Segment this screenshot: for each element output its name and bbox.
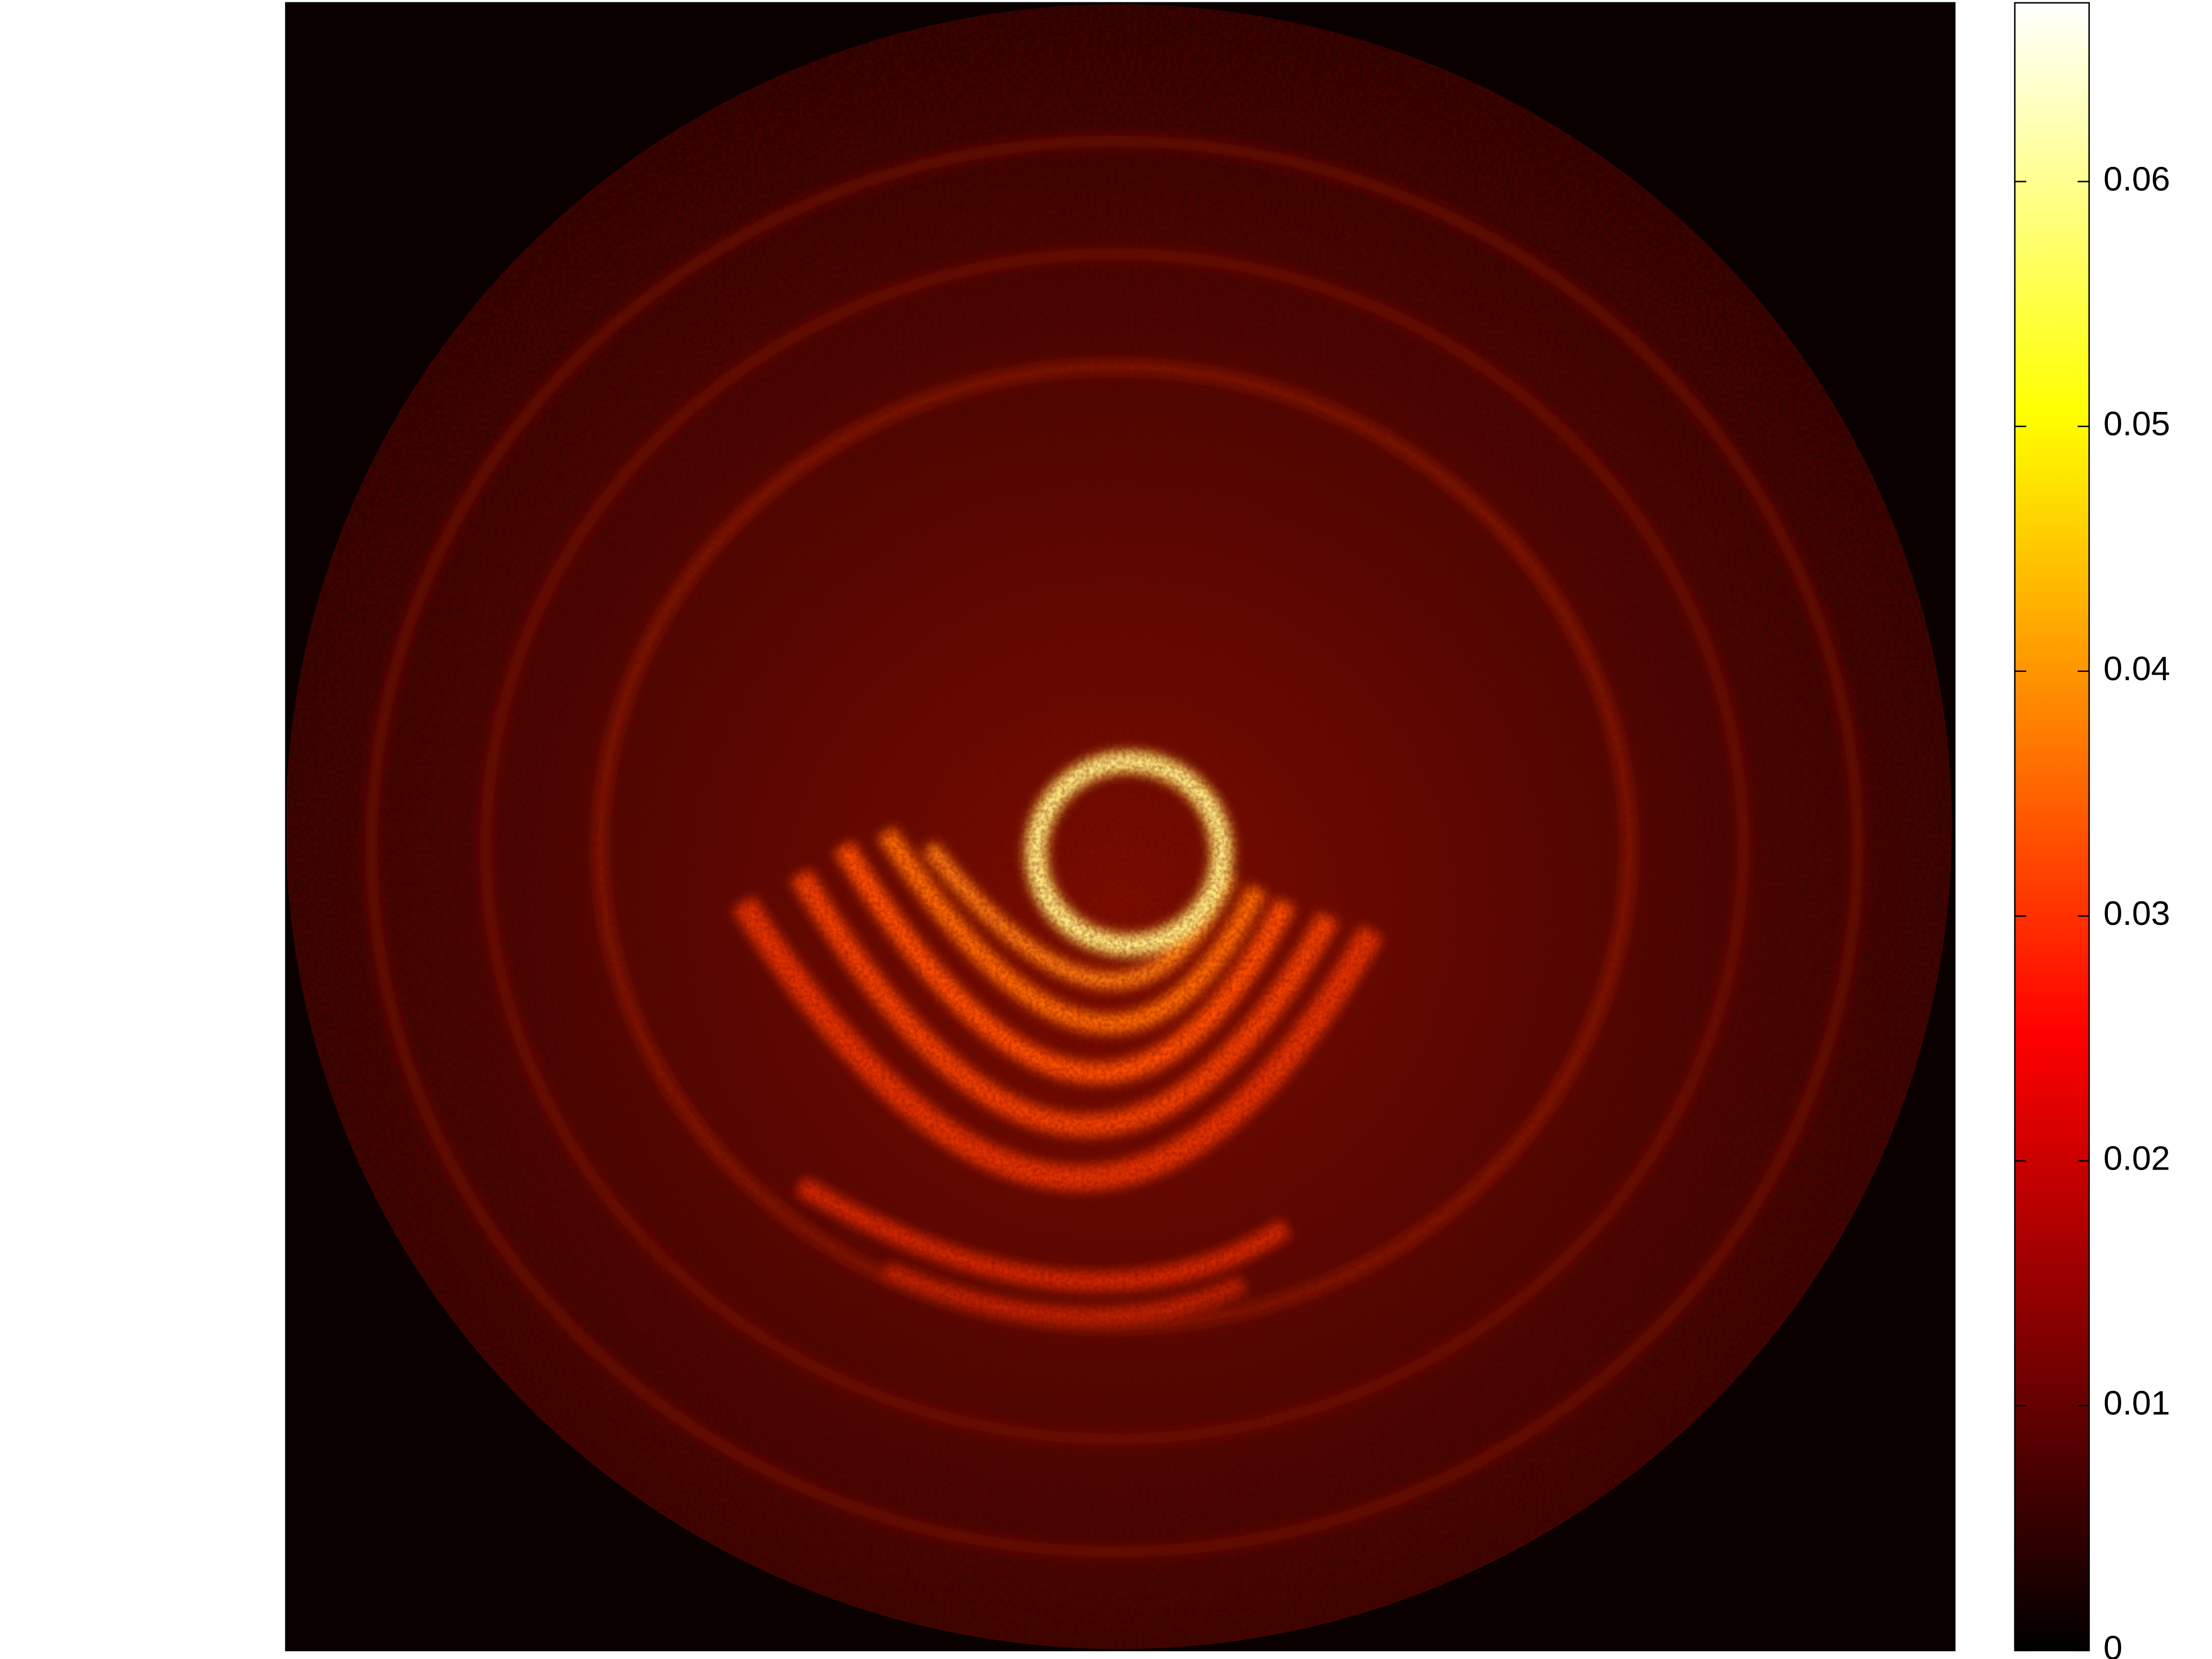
colorbar: 0 0.01 0.02 0.03 0.04 0.05 0.06 (2014, 2, 2170, 1659)
intensity-image (286, 4, 1952, 1649)
colorbar-tick-label: 0.06 (2103, 160, 2170, 198)
colorbar-tick-label: 0.01 (2103, 1384, 2170, 1422)
colorbar-gradient (2014, 2, 2090, 1652)
colorbar-tick-label: 0.04 (2103, 649, 2170, 687)
colorbar-tick-label: 0.05 (2103, 405, 2170, 442)
colorbar-tick-label: 0 (2103, 1629, 2122, 1659)
plot-frame (285, 2, 1956, 1652)
colorbar-tick-label: 0.02 (2103, 1139, 2170, 1177)
colorbar-tick-label: 0.03 (2103, 894, 2170, 932)
